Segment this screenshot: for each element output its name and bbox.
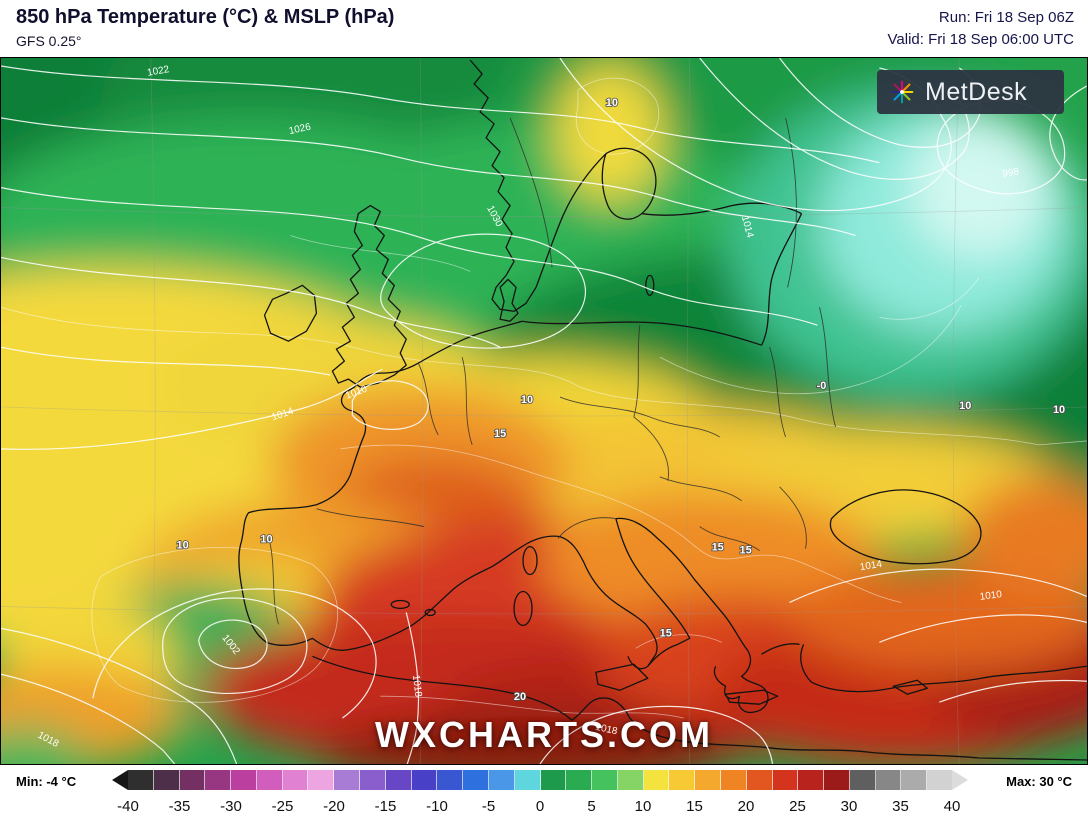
weather-map: 1022 1026 1030 1014 998 1014 1010 1002 1018 1018 1… bbox=[0, 57, 1088, 765]
isobar-label: 1018 bbox=[410, 674, 424, 698]
colorbar-segment bbox=[128, 770, 154, 790]
colorbar-segment bbox=[592, 770, 618, 790]
colorbar-segment bbox=[772, 770, 799, 790]
colorbar-segment bbox=[411, 770, 438, 790]
colorbar-segment bbox=[695, 770, 721, 790]
colorbar-footer: Min: -4 °C Max: 30 °C -40 -35 -30 -25 -20 -15… bbox=[0, 765, 1088, 833]
isobar-label: 1014 bbox=[859, 559, 883, 573]
colorbar-tick-label: 35 bbox=[892, 798, 909, 815]
colorbar-segment bbox=[488, 770, 515, 790]
run-info: Run: Fri 18 Sep 06Z Valid: Fri 18 Sep 06… bbox=[888, 7, 1074, 51]
metdesk-logo-text: MetDesk bbox=[925, 77, 1028, 106]
colorbar-tick-label: 30 bbox=[840, 798, 858, 815]
colorbar-segment bbox=[463, 770, 489, 790]
colorbar-gradient bbox=[128, 770, 952, 790]
colorbar-tick-label: -5 bbox=[481, 798, 496, 815]
isobar-label: 1018 bbox=[594, 722, 618, 737]
colorbar-segment bbox=[720, 770, 747, 790]
temperature-label: 15 bbox=[660, 627, 672, 639]
colorbar-tick-label: -35 bbox=[168, 798, 191, 815]
temperature-label: 10 bbox=[1053, 404, 1065, 416]
metdesk-logo: MetDesk bbox=[877, 70, 1064, 114]
page-title: 850 hPa Temperature (°C) & MSLP (hPa) bbox=[16, 6, 395, 28]
colorbar-tick-label: 5 bbox=[587, 798, 596, 815]
header: 850 hPa Temperature (°C) & MSLP (hPa) GF… bbox=[0, 0, 1088, 57]
colorbar-segment bbox=[798, 770, 825, 790]
temperature-label: 10 bbox=[177, 540, 189, 552]
colorbar-tick-label: -20 bbox=[323, 798, 345, 815]
colorbar-tick-label: 20 bbox=[737, 798, 755, 815]
colorbar-right-arrow bbox=[952, 770, 968, 790]
isobar-label: 1010 bbox=[979, 589, 1003, 603]
colorbar-segment bbox=[360, 770, 386, 790]
colorbar-ticks: -40 -35 -30 -25 -20 -15 -10 -5 0 5 10 15 20 25 30 35 40 bbox=[117, 798, 960, 815]
colorbar-segment bbox=[205, 770, 232, 790]
temperature-label: 15 bbox=[494, 428, 506, 440]
colorbar-segment bbox=[385, 770, 412, 790]
colorbar-tick-label: -15 bbox=[374, 798, 397, 815]
temperature-label: 10 bbox=[959, 400, 971, 412]
metdesk-logo-icon bbox=[890, 80, 914, 104]
colorbar-tick-label: -25 bbox=[271, 798, 294, 815]
colorbar-segment bbox=[824, 770, 850, 790]
temperature-label: 10 bbox=[260, 534, 272, 546]
colorbar-max-label: Max: 30 °C bbox=[1006, 774, 1072, 789]
colorbar-tick-label: 15 bbox=[686, 798, 703, 815]
colorbar-segment bbox=[179, 770, 206, 790]
valid-time: Valid: Fri 18 Sep 06:00 UTC bbox=[887, 30, 1074, 48]
isotherm-layer bbox=[1, 77, 1087, 719]
colorbar-tick-label: 10 bbox=[634, 798, 652, 815]
isobar-layer bbox=[1, 58, 1087, 764]
colorbar-segment bbox=[617, 770, 644, 790]
colorbar-tick-label: -40 bbox=[117, 798, 139, 815]
temperature-label: 10 bbox=[521, 394, 533, 406]
colorbar-segment bbox=[437, 770, 464, 790]
colorbar-tick-label: 25 bbox=[789, 798, 806, 815]
colorbar-segment bbox=[746, 770, 773, 790]
model-label: GFS 0.25° bbox=[16, 33, 82, 49]
colorbar-segment bbox=[927, 770, 952, 790]
colorbar-tick-label: 40 bbox=[943, 798, 961, 815]
colorbar-segment bbox=[849, 770, 876, 790]
colorbar-segment bbox=[256, 770, 283, 790]
coastline-layer bbox=[238, 59, 1087, 761]
colorbar-segment bbox=[282, 770, 309, 790]
country-border-layer bbox=[268, 117, 836, 625]
run-time: Run: Fri 18 Sep 06Z bbox=[938, 9, 1074, 26]
colorbar-left-arrow bbox=[112, 770, 128, 790]
temperature-label: -0 bbox=[817, 380, 827, 392]
graticule-layer bbox=[1, 58, 1087, 764]
isobar-label: 998 bbox=[1002, 167, 1020, 180]
colorbar-segment bbox=[334, 770, 361, 790]
colorbar-tick-label: -10 bbox=[426, 798, 448, 815]
isobar-label: 1022 bbox=[146, 64, 170, 79]
colorbar-segment bbox=[566, 770, 593, 790]
colorbar-segment bbox=[901, 770, 928, 790]
colorbar-tick-label: -30 bbox=[220, 798, 242, 815]
temperature-label: 15 bbox=[740, 545, 752, 557]
colorbar-min-label: Min: -4 °C bbox=[16, 774, 77, 789]
temperature-label: 15 bbox=[712, 542, 724, 554]
colorbar-segment bbox=[308, 770, 335, 790]
colorbar-segment bbox=[643, 770, 670, 790]
colorbar-segment bbox=[540, 770, 567, 790]
temperature-label: 20 bbox=[514, 691, 526, 703]
colorbar-segment bbox=[875, 770, 902, 790]
colorbar-segment bbox=[231, 770, 257, 790]
colorbar-segment bbox=[669, 770, 696, 790]
colorbar bbox=[112, 770, 968, 790]
temperature-label: 10 bbox=[606, 97, 618, 109]
colorbar-segment bbox=[514, 770, 541, 790]
isobar-label: 1026 bbox=[288, 122, 312, 137]
colorbar-segment bbox=[153, 770, 180, 790]
colorbar-tick-label: 0 bbox=[535, 798, 545, 815]
watermark: WXCHARTS.COM bbox=[375, 714, 713, 755]
